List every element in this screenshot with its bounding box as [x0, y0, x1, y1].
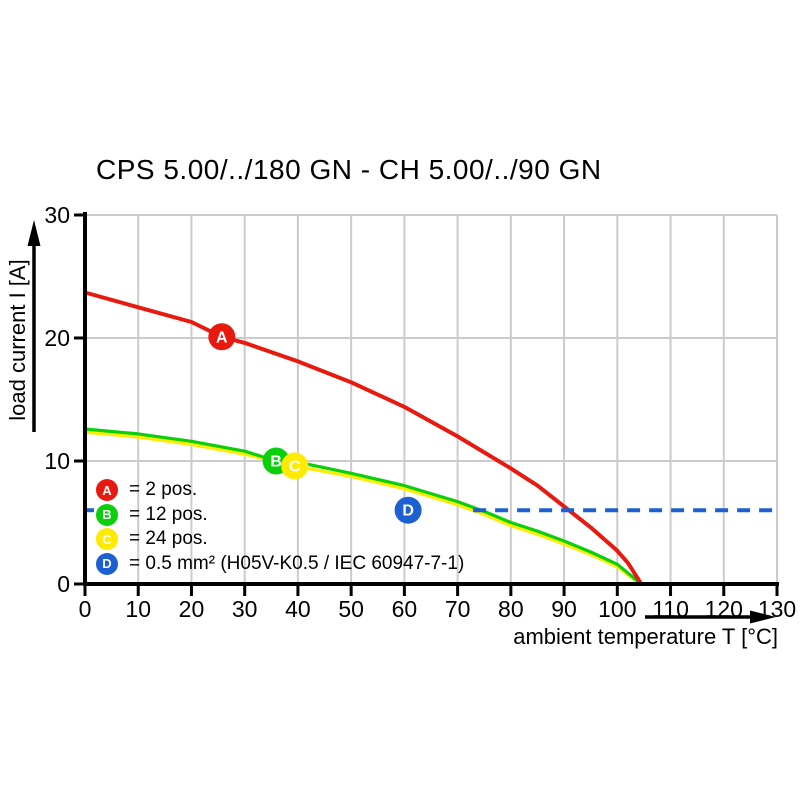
legend-label-c: = 24 pos. [129, 528, 208, 550]
legend-label-a: = 2 pos. [129, 479, 198, 501]
marker-a [208, 323, 236, 351]
legend-item-a: A = 2 pos. [96, 478, 464, 503]
legend-marker-a-icon: A [96, 479, 118, 502]
legend-marker-b-icon: B [96, 503, 118, 526]
y-tick-label: 0 [57, 571, 70, 597]
x-tick-label: 100 [598, 596, 636, 622]
y-axis-arrowhead-icon [27, 220, 41, 246]
legend-marker-d-icon: D [96, 552, 118, 575]
x-tick-label: 40 [285, 596, 311, 622]
marker-d-letter: D [402, 503, 414, 520]
x-axis-arrowhead-icon [750, 610, 776, 624]
legend-item-c: C = 24 pos. [96, 527, 464, 552]
x-tick-label: 50 [338, 596, 364, 622]
y-tick-label: 10 [44, 448, 70, 474]
marker-a-letter: A [216, 329, 228, 346]
legend: A = 2 pos. B = 12 pos. C = 24 pos. D = 0… [96, 478, 464, 576]
legend-label-d: = 0.5 mm² (H05V-K0.5 / IEC 60947-7-1) [129, 552, 465, 574]
curve-c-24pos [83, 430, 642, 586]
legend-marker-c-icon: C [96, 528, 118, 551]
marker-c-letter: C [289, 458, 301, 475]
y-tick-label: 20 [44, 325, 70, 351]
x-tick-label: 90 [551, 596, 577, 622]
x-tick-label: 20 [179, 596, 205, 622]
y-tick-label: 30 [44, 202, 70, 228]
x-tick-label: 60 [392, 596, 418, 622]
x-axis-title: ambient temperature T [°C] [513, 624, 778, 649]
x-tick-label: 70 [445, 596, 471, 622]
y-axis-title: load current I [A] [5, 259, 30, 421]
x-tick-label: 80 [498, 596, 524, 622]
curve-b-12pos [83, 427, 643, 586]
legend-item-b: B = 12 pos. [96, 503, 464, 528]
x-tick-label: 0 [79, 596, 92, 622]
x-tick-label: 30 [232, 596, 258, 622]
chart-title: CPS 5.00/../180 GN - CH 5.00/../90 GN [96, 154, 602, 185]
legend-label-b: = 12 pos. [129, 503, 208, 525]
marker-d [394, 496, 422, 524]
marker-c [281, 452, 309, 480]
x-tick-label: 10 [125, 596, 151, 622]
legend-item-d: D = 0.5 mm² (H05V-K0.5 / IEC 60947-7-1) [96, 552, 464, 577]
curve-a-2pos [83, 290, 644, 586]
marker-b-letter: B [270, 454, 282, 471]
